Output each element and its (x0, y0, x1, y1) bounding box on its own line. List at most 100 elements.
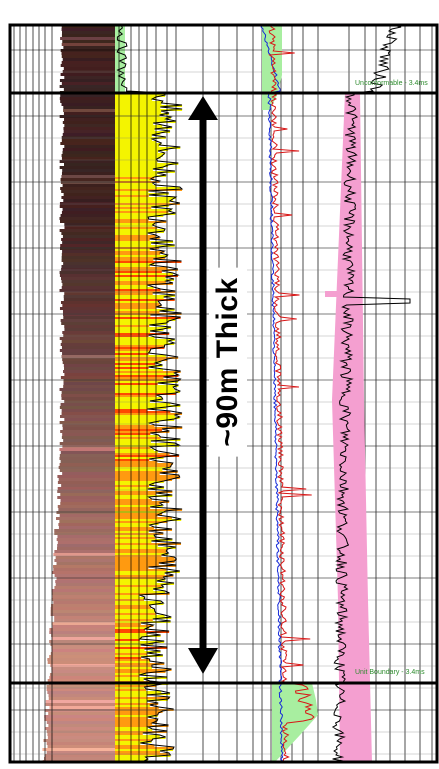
gamma-fill-band (115, 273, 173, 275)
gamma-fill-band (115, 267, 168, 269)
gamma-fill-band (115, 561, 175, 563)
gamma-fill-band (115, 573, 165, 575)
gamma-fill-band (115, 759, 148, 761)
lithology-band (47, 691, 115, 694)
lithology-band (60, 319, 115, 322)
gamma-fill-band (115, 425, 155, 427)
gamma-fill-band (115, 431, 170, 433)
resistivity-curve-blue (260, 24, 284, 762)
lithology-band (60, 493, 115, 496)
gamma-fill-band (115, 495, 173, 497)
lithology-band (63, 130, 115, 133)
lithology-band (61, 154, 115, 157)
gamma-fill-band (115, 165, 168, 167)
lithology-band (62, 445, 115, 448)
gamma-fill-band (115, 717, 148, 719)
gamma-fill-band (115, 663, 165, 665)
gamma-fill-band (115, 223, 155, 225)
lithology-band (62, 424, 115, 427)
lithology-band (60, 37, 115, 40)
lithology-band (61, 136, 115, 139)
lithology-band (51, 646, 115, 649)
gamma-fill-band (115, 547, 176, 549)
gamma-fill-band (115, 543, 181, 545)
lithology-band (59, 307, 115, 310)
lithology-band (60, 430, 115, 433)
lithology-band (53, 568, 115, 571)
gamma-fill-band (115, 675, 140, 677)
gamma-fill-band (115, 659, 150, 661)
lithology-band (49, 640, 115, 643)
gamma-fill-band (115, 161, 158, 163)
gamma-fill-band (115, 601, 161, 603)
lithology-band (59, 442, 115, 445)
lithology-band (53, 601, 115, 604)
lithology-band (64, 124, 115, 127)
gamma-fill-band (115, 671, 166, 673)
lithology-band (59, 448, 115, 451)
lithology-band (61, 34, 115, 37)
lithology-band (59, 349, 115, 352)
lithology-band (61, 391, 115, 394)
lithology-band (47, 661, 115, 664)
lithology-band (60, 403, 115, 406)
lithology-band (61, 484, 115, 487)
lithology-band (59, 454, 115, 457)
gamma-fill-band (115, 729, 153, 731)
lithology-band (63, 385, 115, 388)
gamma-fill-band (115, 383, 158, 385)
gamma-fill-band (115, 393, 176, 395)
lithology-band (60, 142, 115, 145)
gamma-fill-band (115, 131, 171, 133)
lithology-band (61, 340, 115, 343)
lithology-band (53, 553, 115, 556)
lithology-band (59, 520, 115, 523)
lithology-band (61, 238, 115, 241)
lithology-band (62, 352, 115, 355)
lithology-band (63, 370, 115, 373)
gamma-fill-band (115, 487, 165, 489)
gamma-fill-band (115, 647, 168, 649)
gamma-fill-band (115, 635, 161, 637)
lithology-band (61, 346, 115, 349)
gamma-fill-band (115, 145, 160, 147)
gamma-fill-band (115, 551, 167, 553)
gamma-fill-band (115, 725, 169, 727)
lithology-band (46, 685, 115, 688)
thickness-arrow-head-up (188, 96, 218, 120)
lithology-band (63, 364, 115, 367)
lithology-band (59, 217, 115, 220)
gamma-fill-band (115, 497, 149, 499)
gamma-fill-band (115, 591, 166, 593)
gamma-fill-band (115, 179, 151, 181)
gamma-fill-band (115, 221, 167, 223)
lithology-band (55, 583, 115, 586)
lithology-band (63, 193, 115, 196)
gamma-fill-band (115, 739, 153, 741)
lithology-band (56, 511, 115, 514)
gamma-fill-band (115, 733, 143, 735)
lithology-band (44, 754, 115, 757)
lithology-band (63, 298, 115, 301)
gamma-fill-band (115, 575, 174, 577)
lithology-band (61, 172, 115, 175)
lithology-band (59, 421, 115, 424)
lithology-band (54, 619, 115, 622)
gamma-fill-band (115, 263, 155, 265)
lithology-band (61, 397, 115, 400)
gamma-fill-band (115, 627, 149, 629)
gamma-fill-band (115, 673, 147, 675)
lithology-band (42, 748, 115, 751)
gamma-fill-band (115, 403, 171, 405)
gamma-fill-band (115, 363, 156, 365)
lithology-band (57, 544, 115, 547)
lithology-band (49, 628, 115, 631)
density-curve (331, 24, 411, 762)
lithology-band (61, 286, 115, 289)
gamma-fill-band (115, 703, 159, 705)
gamma-fill-band (115, 307, 157, 309)
gamma-fill-band (115, 135, 152, 137)
lithology-band (61, 103, 115, 106)
gamma-fill-band (115, 233, 148, 235)
lithology-band (61, 55, 115, 58)
